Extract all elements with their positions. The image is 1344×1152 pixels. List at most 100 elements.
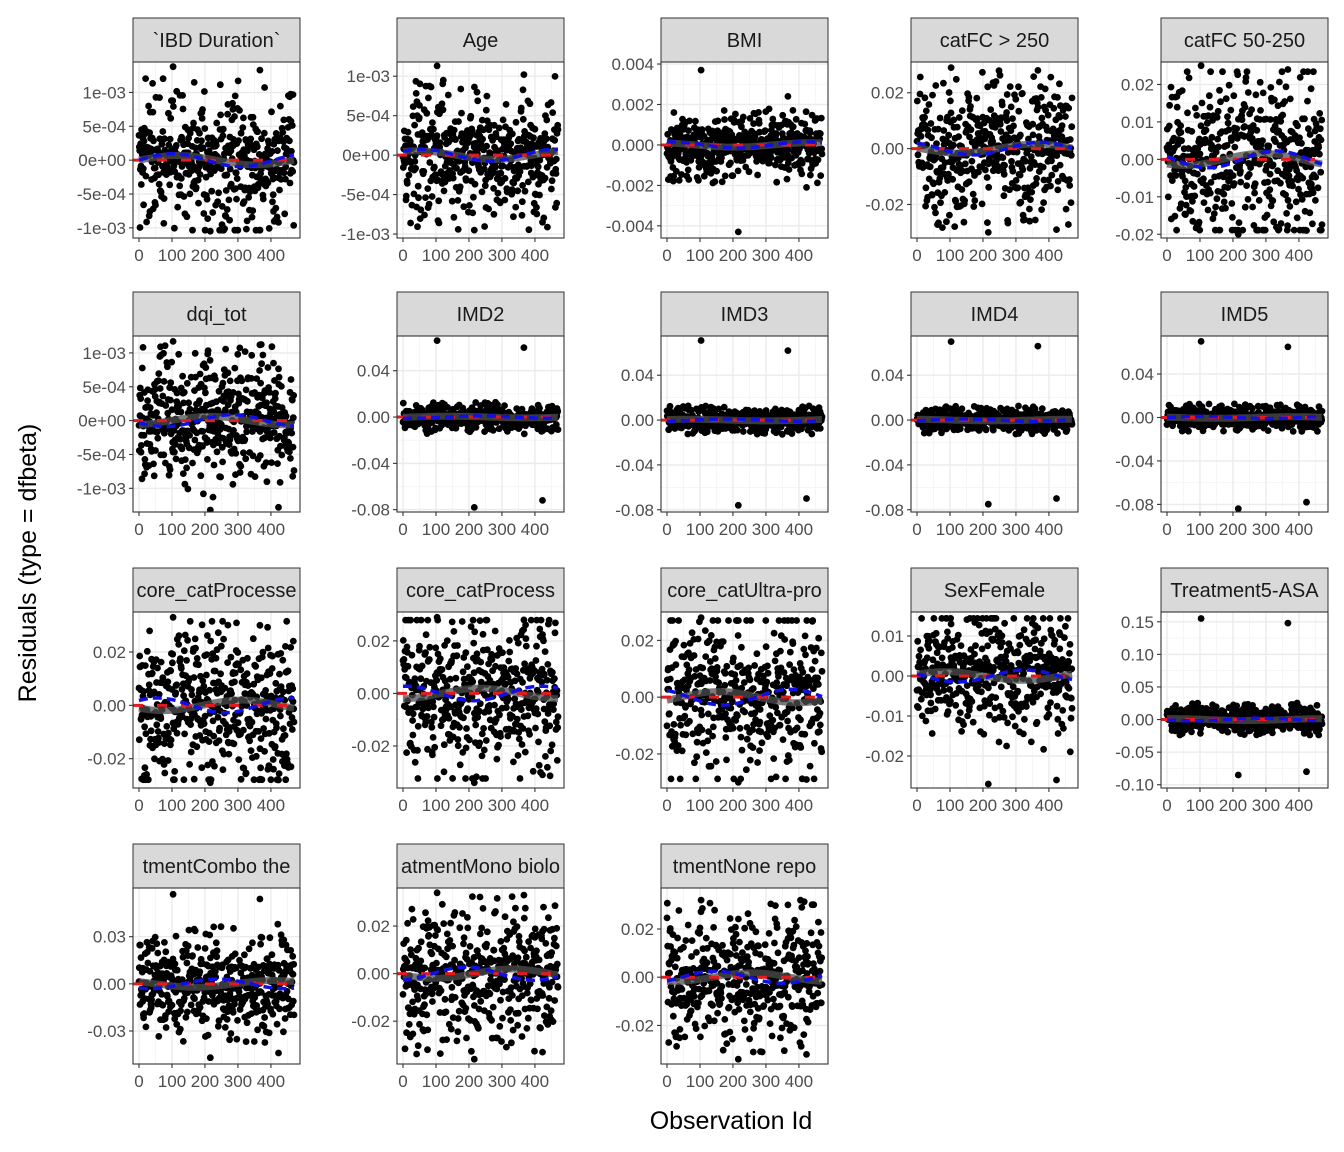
data-point	[490, 185, 497, 192]
data-point	[928, 134, 935, 142]
data-point	[1054, 186, 1062, 194]
data-point	[1183, 68, 1191, 76]
outlier-point	[275, 503, 282, 511]
smooth-line	[138, 151, 295, 169]
data-point	[773, 178, 781, 186]
x-tick-label: 200	[719, 246, 747, 265]
data-point	[140, 431, 148, 439]
data-point	[215, 189, 223, 197]
data-point	[1225, 81, 1233, 89]
data-point	[933, 140, 940, 148]
data-point	[772, 161, 779, 169]
data-point	[1164, 193, 1172, 201]
data-point	[982, 426, 990, 434]
data-point	[1197, 122, 1205, 130]
data-point	[947, 97, 954, 105]
data-point	[164, 363, 171, 371]
facet-strip-label: Age	[463, 30, 499, 52]
facet-strip	[132, 17, 301, 63]
data-point	[1245, 171, 1253, 178]
data-point	[788, 430, 796, 437]
data-point	[940, 127, 948, 134]
data-point	[1209, 215, 1217, 223]
outlier-point	[206, 227, 214, 235]
panel-border	[1160, 335, 1329, 513]
data-point	[432, 171, 440, 179]
data-point	[1025, 135, 1032, 143]
data-point	[1312, 197, 1319, 204]
data-point	[151, 386, 159, 393]
data-point	[435, 219, 443, 227]
data-point	[439, 106, 447, 114]
outlier-point	[539, 497, 546, 504]
x-tick-label: 300	[752, 246, 780, 265]
data-point	[950, 141, 957, 149]
data-point	[155, 739, 163, 746]
data-point	[1195, 218, 1203, 226]
data-point	[156, 94, 163, 101]
data-point	[1214, 107, 1222, 115]
data-point	[243, 428, 251, 436]
outlier-point	[697, 337, 705, 344]
data-point	[491, 163, 499, 171]
outlier-point	[984, 500, 992, 508]
outlier-point	[1197, 62, 1205, 70]
data-point	[1277, 179, 1284, 187]
data-point	[198, 115, 206, 122]
data-point	[225, 196, 233, 204]
panel-border	[396, 335, 565, 513]
data-point	[937, 199, 944, 207]
data-point	[989, 426, 997, 434]
data-point	[1231, 143, 1239, 151]
data-point	[1234, 71, 1242, 79]
x-tick-label: 400	[1285, 246, 1313, 265]
data-point	[766, 159, 773, 167]
data-point	[1271, 96, 1278, 104]
data-point	[1006, 83, 1014, 90]
data-point	[499, 116, 507, 124]
y-tick-label: 5e-04	[347, 107, 390, 126]
y-tick-label: -0.04	[865, 456, 904, 475]
data-point	[1066, 182, 1074, 189]
smooth-line	[666, 417, 823, 423]
data-point	[554, 126, 562, 133]
data-point	[711, 178, 719, 186]
data-point	[917, 132, 925, 140]
panel-border	[910, 61, 1079, 239]
data-point	[805, 149, 813, 157]
data-point	[1028, 188, 1036, 196]
data-point	[1192, 104, 1199, 112]
x-tick-label: 400	[521, 246, 549, 265]
outlier-point	[169, 338, 177, 345]
data-point	[965, 93, 973, 101]
data-point	[1003, 91, 1011, 98]
data-point	[1026, 217, 1034, 225]
data-point	[492, 133, 500, 141]
data-point	[784, 159, 792, 167]
y-tick-label: 0.04	[871, 366, 904, 385]
data-point	[241, 348, 249, 355]
outlier-point	[1303, 227, 1310, 234]
data-point	[161, 135, 168, 143]
data-point	[996, 71, 1004, 79]
data-point	[217, 111, 225, 119]
data-point	[1168, 177, 1176, 185]
data-point	[170, 103, 177, 110]
data-point	[704, 424, 712, 432]
data-point	[243, 225, 250, 233]
data-point	[214, 198, 222, 206]
data-point	[946, 211, 953, 219]
data-point	[416, 102, 423, 109]
data-point	[1304, 97, 1311, 105]
data-point	[142, 730, 150, 738]
data-point	[1306, 131, 1314, 138]
data-point	[217, 421, 225, 428]
data-point	[528, 405, 536, 413]
data-point	[1309, 189, 1317, 197]
data-point	[247, 135, 255, 143]
data-point	[952, 197, 960, 205]
data-point	[402, 192, 410, 200]
